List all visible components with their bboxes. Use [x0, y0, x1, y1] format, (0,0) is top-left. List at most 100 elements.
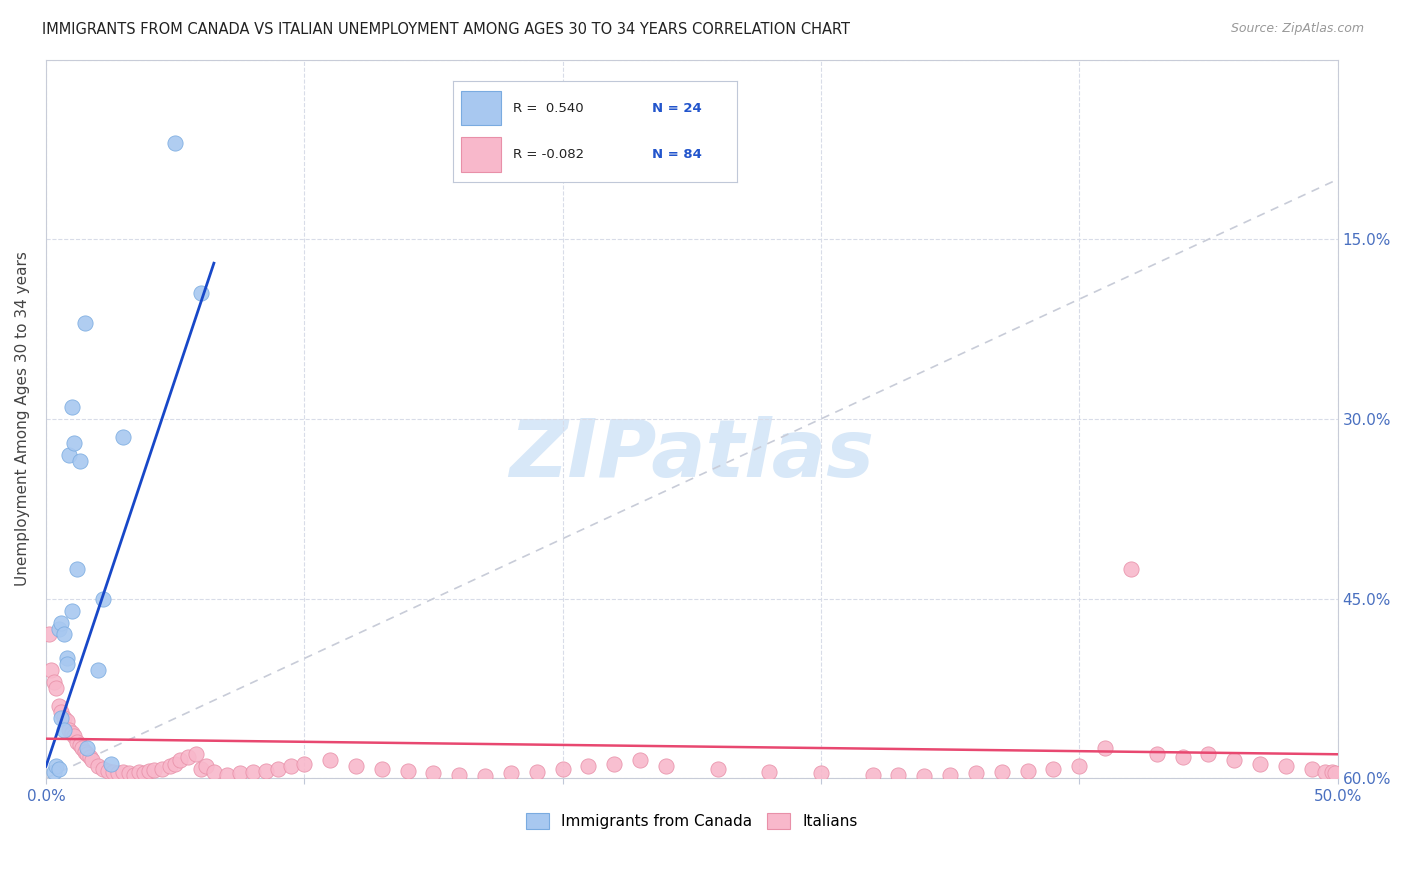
Point [449, 767, 471, 781]
Point [1119, 561, 1142, 575]
Point [1198, 747, 1220, 762]
Point [51, 711, 73, 725]
Point [267, 762, 290, 776]
Point [69, 454, 91, 468]
Point [1313, 765, 1336, 780]
Point [138, 764, 160, 778]
Text: ZIPatlas: ZIPatlas [509, 416, 875, 494]
Point [42, 765, 65, 780]
Point [862, 767, 884, 781]
Point [165, 756, 187, 771]
Point [91, 762, 114, 776]
Point [70, 741, 93, 756]
Point [51, 706, 73, 720]
Point [42, 675, 65, 690]
Point [912, 769, 935, 783]
Point [117, 766, 139, 780]
Point [526, 765, 548, 780]
Point [1322, 765, 1344, 780]
Point [66, 561, 89, 575]
Point [706, 762, 728, 776]
Point [51, 615, 73, 630]
Point [45, 681, 67, 696]
Point [254, 764, 277, 778]
Point [82, 753, 104, 767]
Point [53, 627, 76, 641]
Legend: Immigrants from Canada, Italians: Immigrants from Canada, Italians [520, 807, 863, 835]
Text: Source: ZipAtlas.com: Source: ZipAtlas.com [1230, 22, 1364, 36]
Point [73, 316, 96, 330]
Point [48, 762, 70, 776]
Point [63, 729, 86, 743]
Point [100, 756, 122, 771]
Point [97, 764, 120, 778]
Point [55, 651, 77, 665]
Point [107, 766, 129, 780]
Text: IMMIGRANTS FROM CANADA VS ITALIAN UNEMPLOYMENT AMONG AGES 30 TO 34 YEARS CORRELA: IMMIGRANTS FROM CANADA VS ITALIAN UNEMPL… [42, 22, 851, 37]
Point [53, 723, 76, 738]
Point [1324, 766, 1347, 780]
Point [242, 765, 264, 780]
Point [1146, 747, 1168, 762]
Point [48, 699, 70, 714]
Point [939, 767, 962, 781]
Point [58, 723, 80, 738]
Point [280, 759, 302, 773]
Point [69, 738, 91, 752]
Point [371, 762, 394, 776]
Point [60, 725, 83, 739]
Point [190, 762, 212, 776]
Point [228, 766, 250, 780]
Point [202, 765, 225, 780]
Point [60, 603, 83, 617]
Point [965, 766, 987, 780]
Point [499, 766, 522, 780]
Point [150, 762, 173, 776]
Point [53, 711, 76, 725]
Point [55, 657, 77, 672]
Point [758, 765, 780, 780]
Point [165, 136, 187, 151]
Point [190, 286, 212, 301]
Point [1223, 753, 1246, 767]
Point [134, 766, 156, 780]
Point [991, 765, 1014, 780]
Y-axis label: Unemployment Among Ages 30 to 34 years: Unemployment Among Ages 30 to 34 years [15, 252, 30, 586]
Point [60, 400, 83, 414]
Point [628, 753, 651, 767]
Point [76, 747, 98, 762]
Point [1042, 762, 1064, 776]
Point [143, 763, 166, 777]
Point [63, 435, 86, 450]
Point [184, 747, 207, 762]
Point [112, 765, 135, 780]
Point [1069, 759, 1091, 773]
Point [48, 622, 70, 636]
Point [39, 664, 62, 678]
Point [1275, 759, 1298, 773]
Point [1017, 764, 1039, 778]
Point [810, 766, 832, 780]
Point [292, 756, 315, 771]
Point [55, 714, 77, 728]
Point [319, 753, 342, 767]
Point [159, 759, 181, 773]
Point [128, 765, 150, 780]
Point [1249, 756, 1271, 771]
Point [79, 749, 101, 764]
Point [422, 766, 444, 780]
Point [177, 749, 200, 764]
Point [578, 759, 600, 773]
Point [122, 767, 145, 781]
Point [474, 769, 496, 783]
Point [91, 591, 114, 606]
Point [66, 735, 89, 749]
Point [76, 741, 98, 756]
Point [112, 430, 135, 444]
Point [101, 765, 124, 780]
Point [551, 762, 574, 776]
Point [1301, 762, 1323, 776]
Point [45, 759, 67, 773]
Point [655, 759, 678, 773]
Point [396, 764, 419, 778]
